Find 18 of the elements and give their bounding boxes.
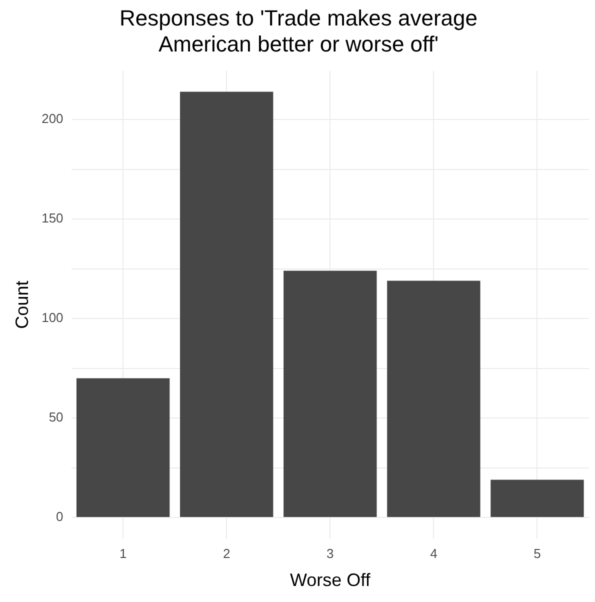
x-tick-label: 2 (222, 546, 230, 562)
x-tick-label: 4 (430, 546, 438, 562)
x-tick-label: 5 (534, 546, 541, 562)
y-axis-title: Count (12, 280, 32, 329)
bar (76, 378, 170, 518)
bar (284, 270, 377, 518)
x-tick-label: 1 (119, 546, 127, 562)
y-tick-label: 200 (42, 111, 64, 126)
y-tick-label: 50 (48, 410, 64, 425)
bar (387, 280, 480, 518)
bar (180, 92, 274, 518)
chart-title: Responses to 'Trade makes average American better or worse off' (119, 5, 478, 57)
x-tick-label: 3 (326, 546, 334, 562)
bar (490, 480, 584, 518)
y-tick-label: 150 (42, 210, 64, 226)
y-tick-label: 100 (42, 310, 64, 326)
x-axis-title: Worse Off (290, 570, 372, 590)
y-tick-label: 0 (56, 509, 64, 524)
